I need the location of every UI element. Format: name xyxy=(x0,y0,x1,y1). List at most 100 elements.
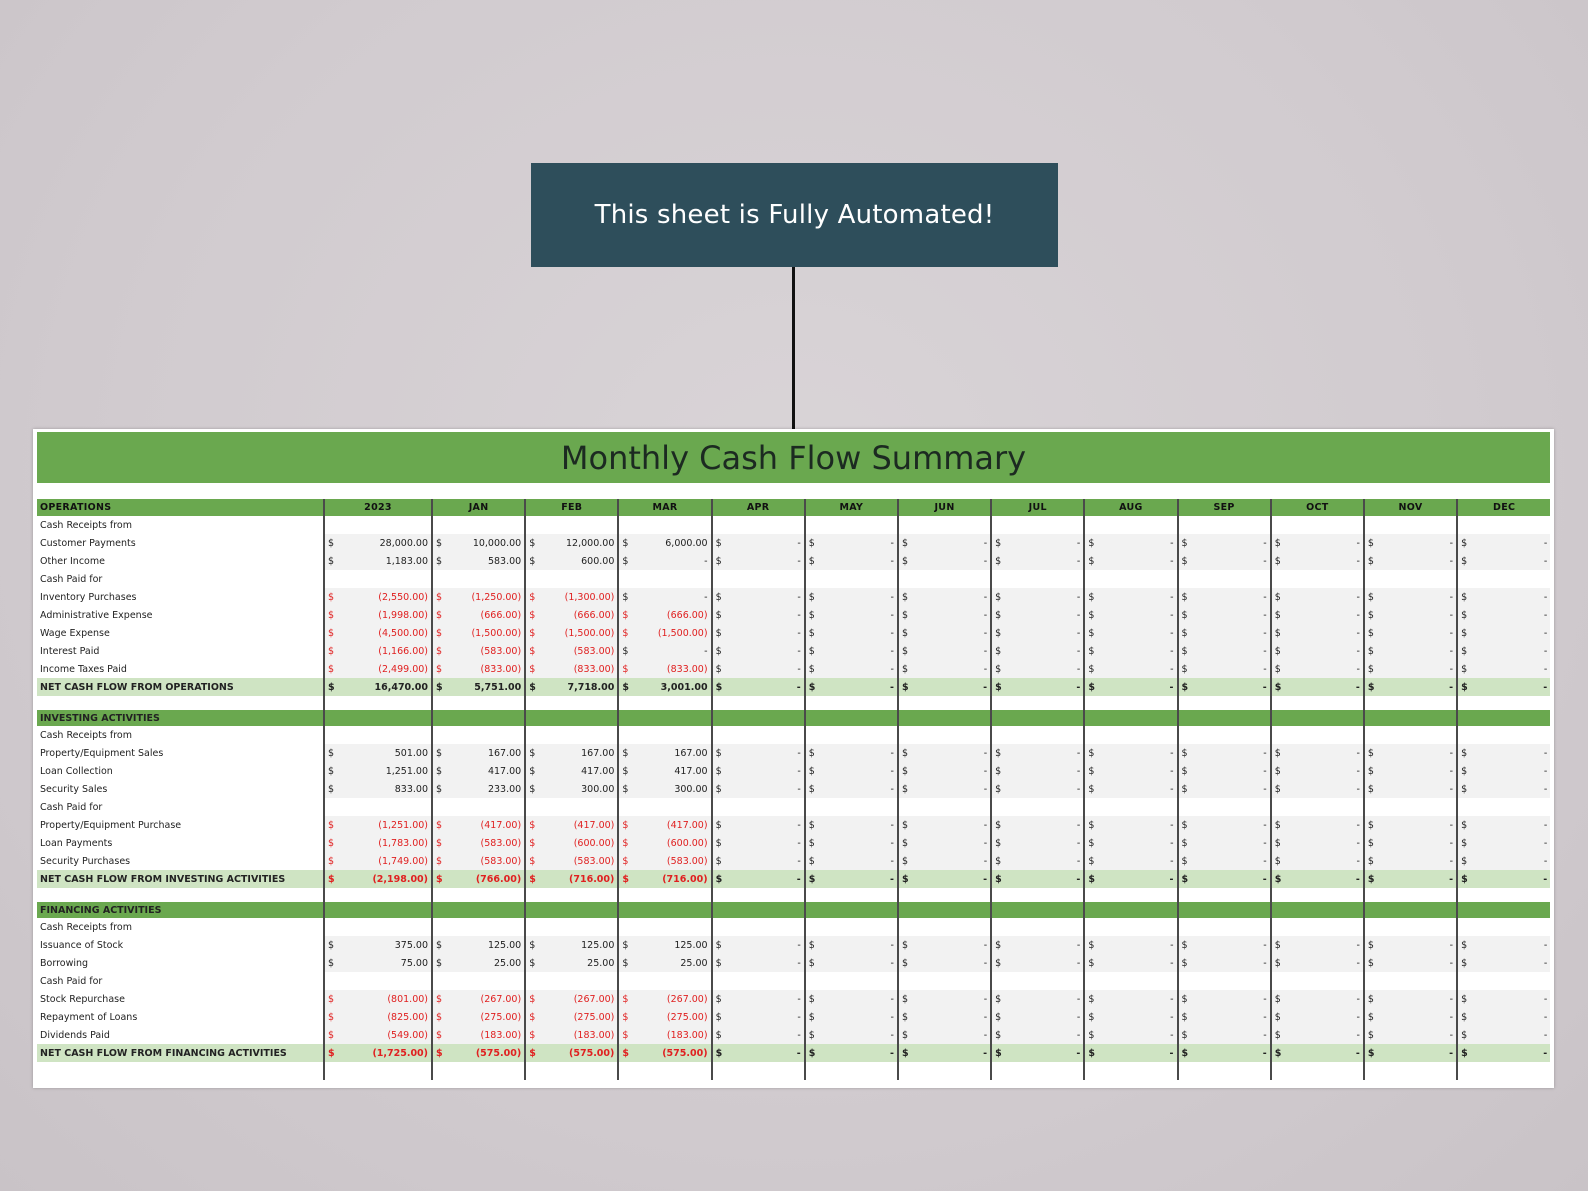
value-cell: $ - xyxy=(1456,606,1551,624)
value-cell: $ (825.00) xyxy=(323,1008,432,1026)
value-cell: $501.00 xyxy=(323,744,432,762)
value-cell: $ - xyxy=(1269,780,1364,798)
value-cell: $ - xyxy=(990,990,1085,1008)
value-cell: $ (2,499.00) xyxy=(323,660,432,678)
table-row: Stock Repurchase $ (801.00) $ (267.00) $ (267.… xyxy=(37,990,1551,1008)
value-cell: $ (417.00) xyxy=(430,816,526,834)
value-cell: $ - xyxy=(803,870,898,888)
total-label: NET CASH FLOW FROM INVESTING ACTIVITIES xyxy=(37,870,324,888)
value-cell: $ - xyxy=(990,534,1085,552)
value-cell: $ - xyxy=(1083,660,1178,678)
value-cell: $ - xyxy=(1456,1026,1551,1044)
column-header: JUL xyxy=(990,499,1085,516)
value-cell: $ (417.00) xyxy=(617,816,712,834)
value-cell: $ - xyxy=(1456,588,1551,606)
value-cell: $ - xyxy=(896,534,992,552)
value-cell: $ - xyxy=(1269,1008,1364,1026)
group-label-row: Cash Paid for xyxy=(37,798,1551,816)
value-cell: $ - xyxy=(1269,852,1364,870)
value-cell: $417.00 xyxy=(617,762,712,780)
value-cell: $ (1,783.00) xyxy=(323,834,432,852)
value-cell: $ - xyxy=(1456,954,1551,972)
header-row: OPERATIONS 2023 JAN FEB MAR APR MAY JUN JUL AUG SE… xyxy=(37,499,1551,516)
value-cell: $ - xyxy=(1362,744,1458,762)
value-cell: $ - xyxy=(1176,660,1271,678)
value-cell: $ (833.00) xyxy=(430,660,526,678)
value-cell: $ - xyxy=(1456,816,1551,834)
value-cell: $ - xyxy=(1362,936,1458,954)
value-cell: $ - xyxy=(1456,534,1551,552)
value-cell: $ - xyxy=(990,936,1085,954)
value-cell: $ - xyxy=(1456,678,1551,696)
value-cell: $ - xyxy=(1269,1044,1364,1062)
value-cell: $ - xyxy=(710,954,805,972)
value-cell: $ (716.00) xyxy=(617,870,712,888)
value-cell: $ - xyxy=(803,816,898,834)
row-label: Other Income xyxy=(40,555,105,567)
value-cell: $ - xyxy=(1176,780,1271,798)
value-cell: $25.00 xyxy=(524,954,619,972)
value-cell: $ - xyxy=(710,762,805,780)
value-cell: $ - xyxy=(1176,588,1271,606)
value-cell: $ - xyxy=(803,552,898,570)
value-cell: $ (275.00) xyxy=(617,1008,712,1026)
value-cell: $ - xyxy=(1362,588,1458,606)
value-cell: $ - xyxy=(1083,954,1178,972)
value-cell: $10,000.00 xyxy=(430,534,526,552)
value-cell: $ - xyxy=(1456,1044,1551,1062)
value-cell: $ - xyxy=(803,954,898,972)
value-cell: $ - xyxy=(896,588,992,606)
section-header-row: INVESTING ACTIVITIES xyxy=(37,710,1551,726)
group-label: Cash Paid for xyxy=(40,801,103,813)
value-cell: $ (801.00) xyxy=(323,990,432,1008)
value-cell: $ - xyxy=(803,936,898,954)
group-label-row: Cash Paid for xyxy=(37,570,1551,588)
value-cell: $ - xyxy=(990,762,1085,780)
bottom-spacer-row xyxy=(37,1062,1551,1080)
value-cell: $ - xyxy=(1083,642,1178,660)
value-cell: $ - xyxy=(896,936,992,954)
value-cell: $ - xyxy=(990,642,1085,660)
table-row: Income Taxes Paid $ (2,499.00) $ (833.00) $ (8… xyxy=(37,660,1551,678)
value-cell: $ (1,725.00) xyxy=(323,1044,432,1062)
value-cell: $ - xyxy=(990,816,1085,834)
row-label: Loan Collection xyxy=(40,765,113,777)
value-cell: $ - xyxy=(1176,678,1271,696)
value-cell: $ - xyxy=(617,588,712,606)
value-cell: $ - xyxy=(990,1026,1085,1044)
group-label: Cash Paid for xyxy=(40,975,103,987)
value-cell: $ - xyxy=(896,642,992,660)
value-cell: $ - xyxy=(990,780,1085,798)
column-header: JAN xyxy=(430,499,526,516)
value-cell: $ - xyxy=(1083,678,1178,696)
table-row: Loan Collection $1,251.00 $417.00 $417.00 $4… xyxy=(37,762,1551,780)
column-header: AUG xyxy=(1083,499,1178,516)
table-row: Property/Equipment Sales $501.00 $167.00 $1… xyxy=(37,744,1551,762)
banner-text: This sheet is Fully Automated! xyxy=(594,200,995,230)
value-cell: $ - xyxy=(896,1026,992,1044)
value-cell: $167.00 xyxy=(524,744,619,762)
row-label: Stock Repurchase xyxy=(40,993,125,1005)
value-cell: $ - xyxy=(710,1008,805,1026)
value-cell: $ - xyxy=(896,624,992,642)
value-cell: $ - xyxy=(1083,1008,1178,1026)
value-cell: $ (417.00) xyxy=(524,816,619,834)
table-row: Administrative Expense $ (1,998.00) $ (666.0… xyxy=(37,606,1551,624)
group-label: Cash Receipts from xyxy=(40,921,133,933)
value-cell: $ - xyxy=(1083,624,1178,642)
value-cell: $ - xyxy=(710,852,805,870)
value-cell: $ - xyxy=(1362,534,1458,552)
value-cell: $ (267.00) xyxy=(617,990,712,1008)
value-cell: $ - xyxy=(1083,534,1178,552)
value-cell: $28,000.00 xyxy=(323,534,432,552)
value-cell: $ - xyxy=(803,588,898,606)
value-cell: $ - xyxy=(1269,588,1364,606)
value-cell: $ - xyxy=(1269,678,1364,696)
value-cell: $ (1,749.00) xyxy=(323,852,432,870)
value-cell: $ - xyxy=(1269,870,1364,888)
value-cell: $ - xyxy=(1176,816,1271,834)
value-cell: $ - xyxy=(1083,780,1178,798)
value-cell: $25.00 xyxy=(430,954,526,972)
value-cell: $167.00 xyxy=(617,744,712,762)
value-cell: $ - xyxy=(1362,624,1458,642)
